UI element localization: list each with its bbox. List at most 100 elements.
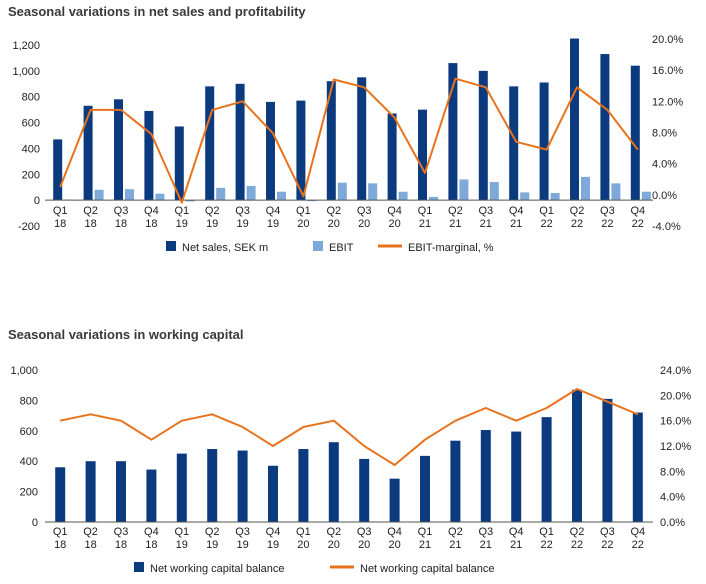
x-tick-label-quarter: Q2 [570, 526, 585, 538]
bar [641, 191, 651, 201]
x-tick-label-year: 18 [115, 539, 127, 551]
y-right-tick-label: 8.0% [652, 128, 677, 140]
x-tick-label-year: 18 [54, 218, 66, 230]
y-left-tick-label: 0 [32, 517, 38, 529]
x-tick-label-quarter: Q1 [174, 526, 189, 538]
x-tick-label-year: 18 [84, 218, 96, 230]
x-tick-label-year: 21 [480, 218, 492, 230]
y-left-tick-label: 1,000 [12, 66, 40, 78]
x-tick-label-quarter: Q2 [448, 526, 463, 538]
x-tick-label-year: 21 [419, 539, 431, 551]
x-tick-label-quarter: Q3 [235, 205, 250, 217]
x-tick-label-quarter: Q4 [509, 205, 524, 217]
legend-swatch [166, 241, 176, 251]
legend-swatch [134, 562, 144, 572]
bar [632, 412, 643, 522]
x-tick-label-quarter: Q3 [600, 526, 615, 538]
bar [509, 86, 519, 201]
x-tick-label-quarter: Q3 [478, 526, 493, 538]
y-left-tick-label: 400 [20, 456, 38, 468]
y-left-tick-label: 800 [22, 92, 40, 104]
x-tick-label-quarter: Q4 [630, 205, 645, 217]
y-left-tick-label: 400 [22, 143, 40, 155]
bar [298, 449, 309, 522]
bar [520, 192, 530, 201]
y-right-tick-label: -4.0% [652, 221, 681, 233]
x-tick-label-year: 20 [328, 539, 340, 551]
bar [125, 189, 134, 201]
bar [266, 101, 275, 201]
bar [581, 176, 590, 201]
bar [611, 183, 621, 201]
x-tick-label-quarter: Q1 [53, 526, 68, 538]
x-tick-label-quarter: Q4 [144, 526, 159, 538]
bar [541, 417, 552, 522]
bar [337, 182, 347, 201]
x-tick-label-year: 22 [540, 218, 552, 230]
x-tick-label-year: 19 [236, 539, 248, 551]
x-tick-label-quarter: Q1 [296, 205, 311, 217]
x-tick-label-year: 19 [206, 539, 218, 551]
x-tick-label-quarter: Q2 [570, 205, 585, 217]
bar [572, 389, 582, 522]
x-tick-label-quarter: Q1 [174, 205, 189, 217]
y-left-tick-label: -200 [18, 221, 40, 233]
bar [155, 193, 165, 201]
x-tick-label-quarter: Q2 [83, 526, 98, 538]
x-tick-label-quarter: Q2 [83, 205, 98, 217]
x-tick-label-quarter: Q3 [600, 205, 615, 217]
bar [296, 100, 306, 201]
x-tick-label-quarter: Q3 [235, 526, 250, 538]
x-tick-label-year: 21 [510, 218, 522, 230]
bar [480, 430, 491, 522]
bar [55, 467, 66, 522]
x-tick-label-year: 20 [297, 218, 309, 230]
x-tick-label-year: 20 [388, 218, 400, 230]
x-tick-label-year: 22 [601, 218, 613, 230]
y-right-tick-label: 8.0% [660, 466, 685, 478]
bar [570, 38, 579, 201]
y-right-tick-label: 4.0% [652, 159, 677, 171]
bar [216, 187, 226, 201]
x-tick-label-quarter: Q3 [478, 205, 493, 217]
bar [387, 113, 397, 201]
bar [539, 82, 549, 201]
x-tick-label-year: 19 [206, 218, 218, 230]
y-right-tick-label: 4.0% [660, 492, 685, 504]
y-right-tick-label: 20.0% [652, 34, 683, 46]
x-tick-label-quarter: Q4 [266, 205, 281, 217]
x-tick-label-year: 21 [419, 218, 431, 230]
bar [246, 185, 256, 201]
bar [550, 193, 560, 201]
legend-label: EBIT-marginal, % [408, 242, 494, 254]
bar [144, 110, 154, 201]
bar [205, 86, 215, 201]
x-tick-label-quarter: Q2 [205, 526, 220, 538]
y-left-tick-label: 1,200 [12, 40, 40, 52]
x-tick-label-year: 18 [145, 218, 157, 230]
bar [398, 191, 408, 201]
line-series [59, 77, 639, 204]
x-tick-label-year: 20 [358, 539, 370, 551]
bar [53, 139, 63, 201]
bar [418, 109, 427, 201]
legend-label: Net working capital balance [360, 563, 495, 575]
bar [489, 182, 499, 201]
bar [359, 458, 370, 522]
x-tick-label-quarter: Q2 [326, 526, 341, 538]
chart-title-working-capital: Seasonal variations in working capital [8, 327, 244, 342]
x-tick-label-quarter: Q1 [296, 526, 311, 538]
x-tick-label-quarter: Q3 [357, 205, 372, 217]
x-tick-label-year: 20 [328, 218, 340, 230]
x-tick-label-quarter: Q4 [630, 526, 645, 538]
bar [511, 431, 522, 522]
bar [268, 465, 278, 522]
y-left-tick-label: 600 [20, 426, 38, 438]
bar [174, 126, 184, 201]
bar [478, 70, 488, 201]
x-tick-label-year: 19 [267, 539, 279, 551]
x-tick-label-quarter: Q1 [418, 205, 433, 217]
x-tick-label-quarter: Q1 [418, 526, 433, 538]
x-tick-label-year: 22 [571, 539, 583, 551]
